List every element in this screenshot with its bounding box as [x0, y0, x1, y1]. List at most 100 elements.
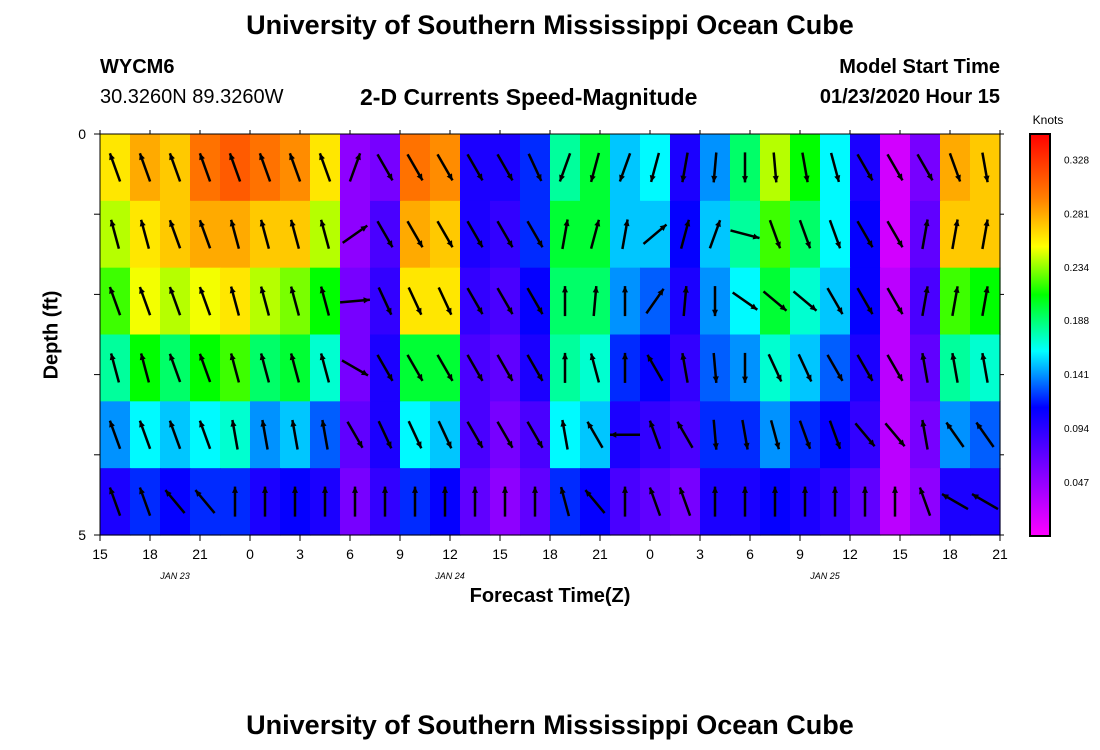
current-arrow [941, 493, 969, 511]
date-label: JAN 25 [809, 571, 841, 581]
current-arrow [496, 287, 514, 315]
current-arrow [798, 219, 812, 249]
current-arrow [916, 153, 934, 182]
current-arrow [319, 353, 331, 383]
y-tick-label: 0 [78, 126, 86, 142]
current-arrow [341, 359, 369, 377]
current-arrow [466, 220, 484, 248]
current-arrow [921, 286, 930, 317]
current-arrow [318, 152, 332, 182]
colorbar-label: 0.188 [1064, 316, 1089, 327]
chart-subtitle: 2-D Currents Speed-Magnitude [360, 84, 698, 110]
current-arrow [610, 431, 640, 438]
current-arrow [584, 489, 606, 514]
current-arrow [496, 153, 514, 182]
current-arrow [589, 219, 601, 250]
current-arrow [742, 152, 748, 183]
current-arrow [892, 486, 898, 517]
current-arrow [526, 421, 544, 449]
current-arrow [767, 353, 783, 383]
current-arrow [856, 287, 874, 315]
current-arrow [412, 486, 418, 517]
current-arrow [971, 493, 999, 511]
current-arrow [680, 152, 689, 183]
current-arrow [406, 220, 424, 248]
current-arrow [164, 489, 186, 514]
current-arrow [975, 421, 995, 448]
x-tick-label: 21 [592, 546, 608, 562]
date-label: JAN 24 [434, 571, 465, 581]
current-arrow [678, 487, 692, 517]
current-arrow [406, 153, 424, 182]
current-arrow [708, 219, 722, 249]
x-tick-label: 0 [246, 546, 254, 562]
current-arrow [828, 420, 842, 450]
current-arrow [945, 421, 965, 448]
current-arrow [346, 421, 364, 449]
current-arrow [442, 486, 448, 517]
current-arrow [339, 297, 371, 304]
current-arrow [586, 421, 604, 449]
current-arrow [589, 152, 601, 183]
y-tick-label: 5 [78, 527, 86, 543]
colorbar-label: 0.047 [1064, 478, 1089, 489]
current-arrow [741, 419, 750, 450]
current-arrow [168, 152, 182, 182]
current-arrow [854, 422, 876, 448]
current-arrow [228, 152, 242, 182]
current-arrow [862, 486, 868, 517]
current-arrow [648, 487, 662, 517]
x-axis-label: Forecast Time(Z) [469, 585, 631, 607]
current-arrow [562, 352, 568, 383]
current-arrow [108, 420, 122, 450]
current-arrow [558, 152, 572, 182]
x-tick-label: 9 [396, 546, 404, 562]
current-arrow [559, 486, 571, 517]
current-arrow [772, 486, 778, 517]
current-arrow [762, 290, 788, 312]
current-arrow [856, 354, 874, 382]
x-tick-label: 12 [842, 546, 858, 562]
colorbar-label: 0.094 [1064, 424, 1089, 435]
current-arrow [712, 352, 719, 384]
current-arrow [260, 419, 269, 450]
current-arrow [139, 353, 151, 383]
model-start-label: Model Start Time [839, 56, 1000, 78]
current-arrow [198, 219, 212, 249]
current-arrow [198, 152, 212, 182]
current-arrow [921, 219, 930, 250]
x-tick-label: 15 [892, 546, 908, 562]
current-arrow [290, 419, 299, 450]
current-arrow [829, 152, 841, 183]
current-arrow [259, 353, 271, 383]
current-arrow [526, 287, 544, 315]
current-arrow [108, 286, 122, 316]
current-arrow [622, 286, 628, 317]
current-arrow [466, 421, 484, 449]
current-arrow [230, 419, 239, 450]
current-arrow [886, 220, 904, 248]
current-arrow [262, 486, 268, 517]
current-arrow [377, 420, 393, 449]
current-arrow [826, 354, 844, 382]
current-arrow [798, 420, 812, 450]
current-arrow [108, 487, 122, 517]
x-tick-label: 15 [92, 546, 108, 562]
current-arrow [918, 487, 932, 517]
current-arrow [980, 352, 989, 383]
colorbar-label: 0.234 [1064, 263, 1089, 274]
heatmap-cells [100, 134, 1001, 536]
current-arrow [950, 352, 959, 383]
current-arrow [886, 153, 904, 182]
current-arrow [826, 287, 844, 315]
current-arrow [376, 153, 394, 182]
current-arrow [621, 219, 630, 250]
current-arrow [676, 421, 694, 449]
current-arrow [259, 286, 271, 316]
current-arrow [319, 219, 331, 250]
current-arrow [348, 152, 362, 182]
current-arrow [856, 153, 874, 182]
current-arrow [832, 486, 838, 517]
current-arrow [792, 290, 818, 312]
current-arrow [802, 486, 808, 517]
